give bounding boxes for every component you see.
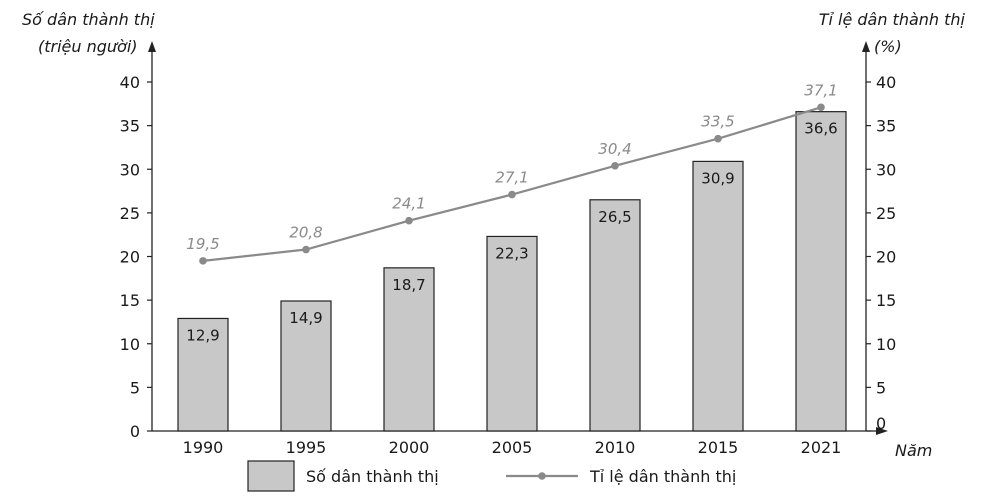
bar [177,317,229,432]
bar-value-label: 12,9 [186,326,219,344]
bar-value-label: 18,7 [392,276,425,294]
left-tick-label: 5 [130,378,140,397]
line-value-label: 20,8 [289,224,322,242]
line-value-label: 27,1 [495,169,528,187]
legend-line-marker [538,472,546,480]
right-tick-label: 5 [876,378,886,397]
line-point [199,257,207,265]
line-point [714,134,722,143]
bar-value-label: 22,3 [495,244,528,262]
x-tick-label: 2000 [389,438,430,457]
left-tick-label: 20 [120,248,140,267]
left-axis-title-line2: (triệu người) [38,37,138,56]
right-axis-title-line2: (%) [874,37,902,56]
line-value-label: 19,5 [186,235,219,253]
right-axis-arrow [862,41,870,52]
left-tick-label: 10 [120,335,140,354]
line-point [302,245,310,254]
left-tick-label: 40 [120,73,140,92]
bar [280,300,332,432]
line-value-label: 30,4 [598,140,631,158]
x-tick-label: 2015 [698,438,739,457]
axis-titles: Số dân thành thị (triệu người) Tỉ lệ dân… [22,10,966,460]
left-axis-title-line1: Số dân thành thị [22,10,155,29]
legend-line-label: Tỉ lệ dân thành thị [589,467,736,486]
bar [692,160,744,432]
x-tick-label: 1990 [183,438,224,457]
bar-value-label: 30,9 [701,169,734,187]
left-tick-label: 35 [120,117,140,136]
left-tick-label: 0 [130,422,140,441]
x-tick-label: 2021 [801,438,842,457]
line-value-label: 37,1 [804,81,837,99]
bar [383,267,435,432]
x-axis-arrow [876,427,888,435]
line-point [508,190,516,199]
bar [589,199,641,432]
x-axis-title: Năm [895,441,932,460]
right-tick-label: 15 [876,291,896,310]
line-value-label: 24,1 [392,195,425,213]
left-tick-label: 30 [120,160,140,179]
x-tick-label: 1995 [286,438,327,457]
x-tick-label: 2010 [595,438,636,457]
legend-bar-label: Số dân thành thị [306,467,439,486]
right-tick-label: 40 [876,73,896,92]
right-tick-label: 30 [876,160,896,179]
right-tick-label: 35 [876,117,896,136]
left-axis-arrow [148,41,156,52]
legend: Số dân thành thị Tỉ lệ dân thành thị [247,460,736,492]
right-tick-label: 10 [876,335,896,354]
bar-value-label: 36,6 [804,120,837,138]
bar-value-label: 14,9 [289,309,322,327]
right-tick-label: 25 [876,204,896,223]
line-series: 19,5 20,8 24,1 27,1 30,4 33,5 37,1 [186,81,838,265]
bar-series: 12,9 14,9 18,7 22,3 26,5 30,9 36,6 [177,111,847,432]
right-tick-label: 0 [876,414,886,433]
right-tick-label: 20 [876,248,896,267]
line-point [611,161,619,170]
line-point [405,216,413,225]
x-tick-label: 2005 [492,438,533,457]
line-point [817,103,825,112]
axes: 0 0 5 5 10 10 15 15 20 20 25 25 30 30 35 35 40 40 1990 1995… [120,41,896,457]
bar [486,235,538,432]
bar-value-label: 26,5 [598,208,631,226]
left-tick-label: 25 [120,204,140,223]
line-value-label: 33,5 [701,113,734,131]
bar [795,111,847,432]
right-axis-title-line1: Tỉ lệ dân thành thị [819,10,966,29]
left-tick-label: 15 [120,291,140,310]
legend-bar-swatch [247,460,295,492]
